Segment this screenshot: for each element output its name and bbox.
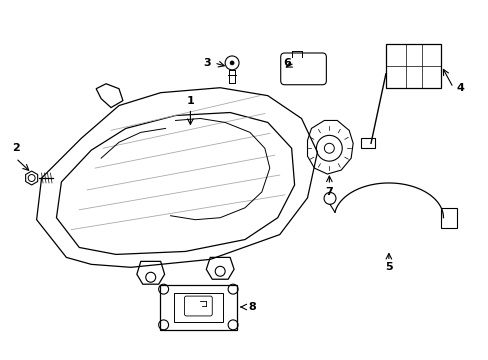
Text: 4: 4	[455, 83, 463, 93]
Text: 1: 1	[186, 96, 194, 105]
Circle shape	[230, 61, 234, 65]
Text: 5: 5	[384, 262, 392, 272]
Text: 3: 3	[203, 58, 211, 68]
Text: 7: 7	[325, 187, 332, 197]
Text: 2: 2	[12, 143, 20, 153]
Text: 6: 6	[283, 58, 291, 68]
Text: 8: 8	[247, 302, 255, 312]
